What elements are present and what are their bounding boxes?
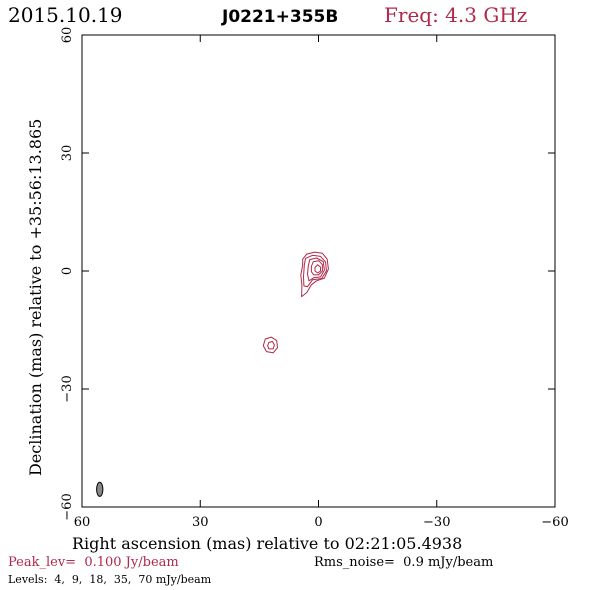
x-tick-label: 30 xyxy=(192,515,209,530)
contour-layer xyxy=(262,251,329,354)
y-tick-label: 0 xyxy=(60,267,75,275)
y-axis-label: Declination (mas) relative to +35:56:13.… xyxy=(26,119,45,476)
core-contour-5 xyxy=(314,264,321,274)
y-tick-label: −60 xyxy=(60,493,75,520)
x-tick-label: −60 xyxy=(541,515,568,530)
restoring-beam xyxy=(96,481,104,497)
core-contour-4 xyxy=(310,260,323,276)
y-tick-label: 30 xyxy=(60,145,75,162)
core-contour-2 xyxy=(303,254,327,288)
contour-levels: Levels: 4, 9, 18, 35, 70 mJy/beam xyxy=(8,573,212,586)
core-contour-1 xyxy=(300,251,329,298)
peak-level: Peak_lev= 0.100 Jy/beam xyxy=(8,555,179,570)
x-tick-label: 0 xyxy=(314,515,322,530)
core-contour-3 xyxy=(307,257,325,282)
x-tick-label: −30 xyxy=(423,515,450,530)
jet-knot-contour-1 xyxy=(262,336,278,354)
x-tick-label: 60 xyxy=(74,515,91,530)
y-tick-label: −30 xyxy=(60,375,75,402)
observation-date: 2015.10.19 xyxy=(8,3,123,27)
plot-frame xyxy=(81,34,556,508)
x-tick-labels: 60 30 0 −30 −60 xyxy=(74,515,569,530)
beam-ellipse xyxy=(96,481,104,497)
frequency-label: Freq: 4.3 GHz xyxy=(384,3,527,27)
source-name: J0221+355B xyxy=(221,7,338,27)
jet-knot-contour-2 xyxy=(267,340,275,350)
y-tick-labels: −60 −30 0 30 60 xyxy=(60,27,75,521)
x-axis-label: Right ascension (mas) relative to 02:21:… xyxy=(72,534,462,553)
axis-ticks xyxy=(81,34,556,508)
y-tick-label: 60 xyxy=(60,27,75,44)
rms-noise: Rms_noise= 0.9 mJy/beam xyxy=(314,555,493,570)
